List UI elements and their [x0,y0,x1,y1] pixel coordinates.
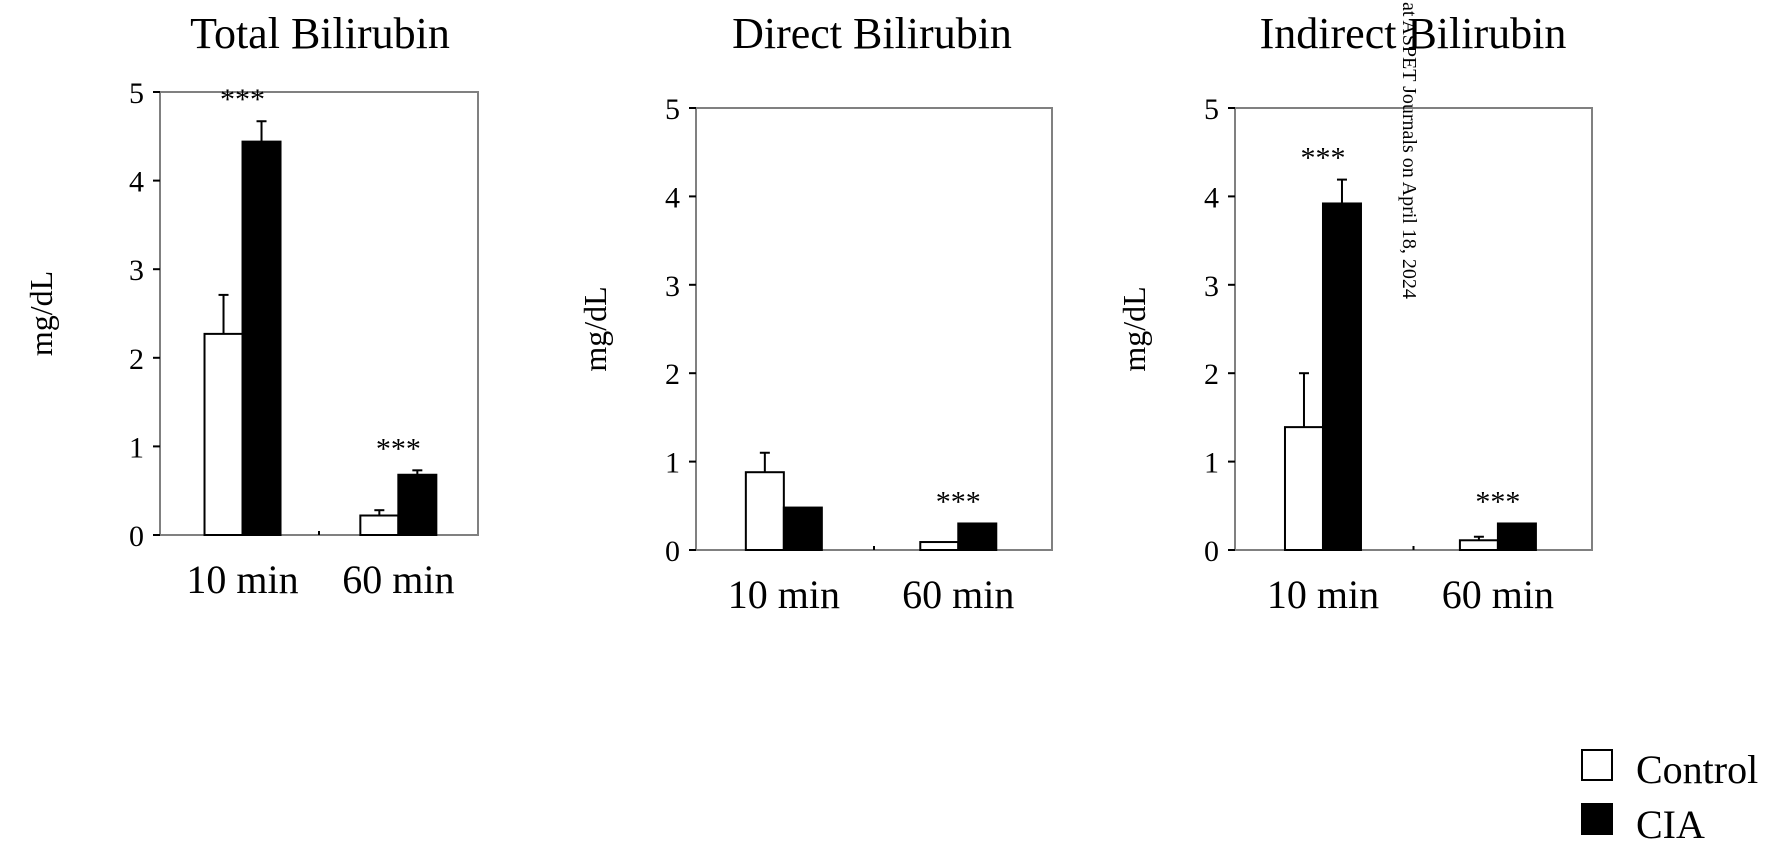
watermark-text: at ASPET Journals on April 18, 2024 [1398,2,1420,299]
significance-marker: *** [220,83,265,116]
y-tick-label: 0 [665,535,680,568]
chart-title: Indirect Bilirubin [1260,9,1567,58]
significance-marker: *** [1475,485,1520,518]
y-tick-label: 5 [129,77,144,110]
bar-cia-10-min [241,140,282,536]
y-tick-label: 4 [1204,181,1219,214]
y-tick-label: 4 [129,166,144,199]
y-tick-label: 3 [129,254,144,287]
legend-swatch-control [1581,749,1613,781]
chart-title: Direct Bilirubin [732,9,1012,58]
y-tick-label: 0 [129,520,144,553]
y-tick-label: 1 [129,431,144,464]
y-tick-label: 4 [665,181,680,214]
y-tick-label: 3 [665,270,680,303]
y-tick-label: 5 [1204,93,1219,126]
x-tick-label: 60 min [1442,572,1554,617]
y-tick-label: 3 [1204,270,1219,303]
bar-cia-60-min [957,522,998,551]
y-axis-label: mg/dL [577,286,613,371]
y-tick-label: 2 [665,358,680,391]
chart-title: Total Bilirubin [190,9,450,58]
y-axis-label: mg/dL [1116,286,1152,371]
bar-control-10-min [744,471,785,552]
y-tick-label: 0 [1204,535,1219,568]
x-tick-label: 10 min [186,557,298,602]
chart-panel-1: Total Bilirubin 0 1 2 3 4 5 mg/dL *** 10 min *** 60… [23,9,479,602]
significance-marker: *** [936,485,981,518]
y-tick-label: 2 [129,343,144,376]
bar-control-10-min [203,332,244,536]
y-axis-label: mg/dL [23,271,59,356]
bar-control-60-min [1458,539,1499,552]
legend-label-cia: CIA [1636,802,1705,847]
bar-control-60-min [359,514,400,536]
x-tick-label: 60 min [902,572,1014,617]
bar-cia-10-min [1321,202,1362,552]
chart-panel-2: Direct Bilirubin 0 1 2 3 4 5 mg/dL 10 min *** 60 m… [577,9,1053,617]
chart-panel-3: Indirect Bilirubin 0 1 2 3 4 5 mg/dL *** 10 min **… [1116,9,1593,617]
x-tick-label: 10 min [728,572,840,617]
x-tick-label: 60 min [342,557,454,602]
y-tick-label: 2 [1204,358,1219,391]
legend-label-control: Control [1636,747,1758,792]
bar-cia-60-min [397,473,438,537]
x-tick-label: 10 min [1267,572,1379,617]
bar-control-10-min [1283,426,1324,551]
y-tick-label: 1 [665,447,680,480]
bar-control-60-min [919,541,960,552]
significance-marker: *** [376,432,421,465]
bar-cia-60-min [1496,522,1537,551]
significance-marker: *** [1300,142,1345,175]
legend: Control CIA [1581,747,1758,847]
y-tick-label: 5 [665,93,680,126]
bar-cia-10-min [782,506,823,551]
legend-swatch-cia [1581,803,1613,835]
y-tick-label: 1 [1204,447,1219,480]
chart-panels: Total Bilirubin 0 1 2 3 4 5 mg/dL *** 10 min *** 60… [23,9,1593,617]
